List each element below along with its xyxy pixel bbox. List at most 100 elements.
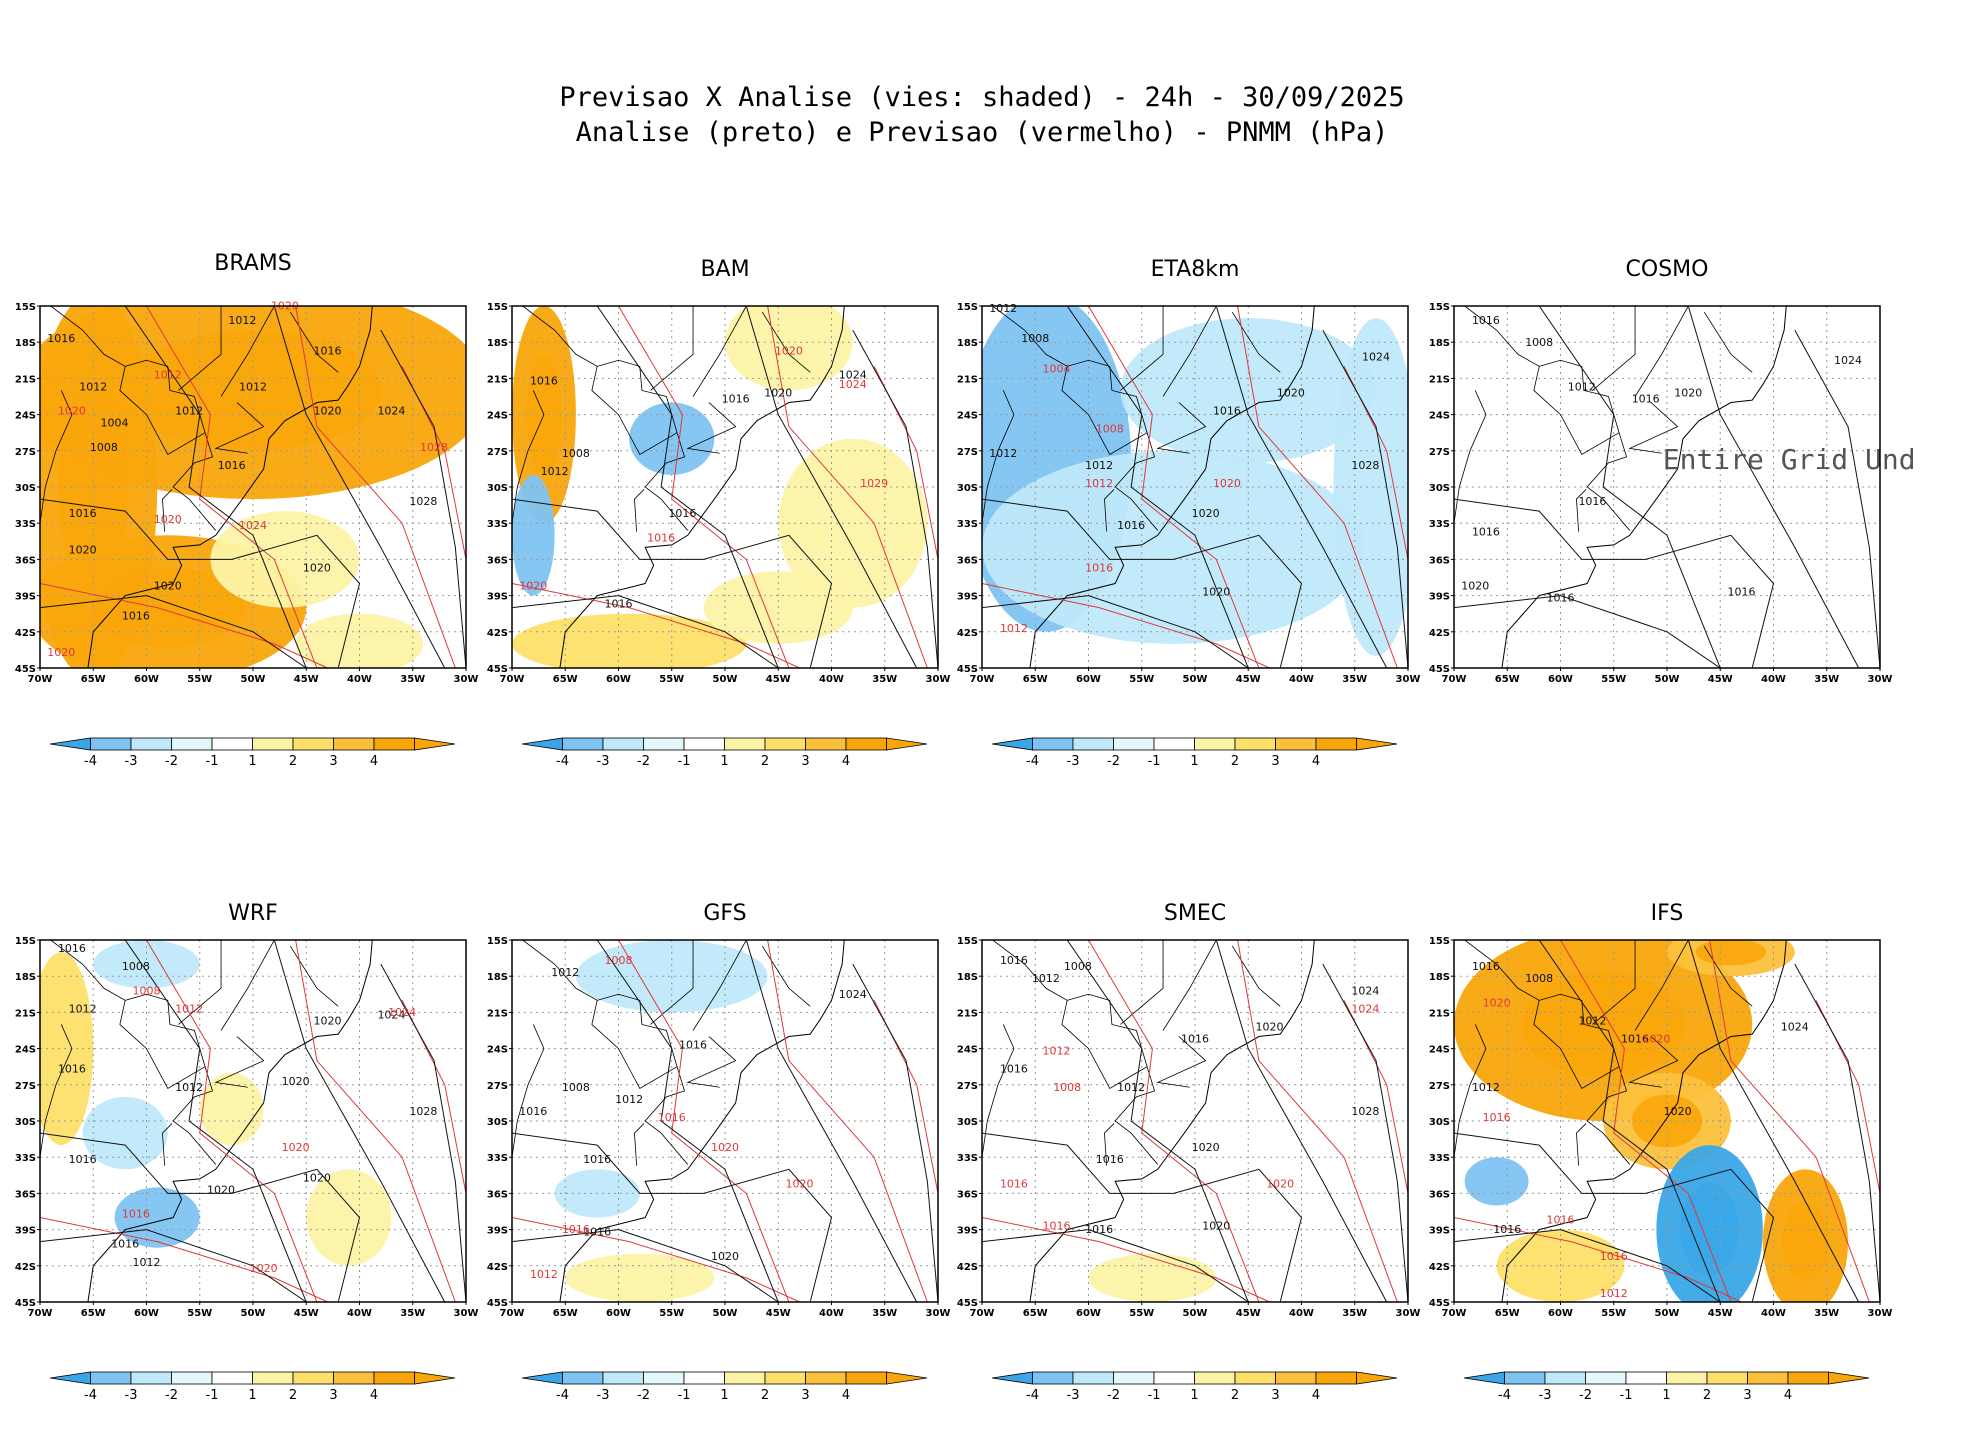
analysis-isobar: [1066, 306, 1249, 668]
country-border: [119, 1000, 206, 1089]
lat-tick-label: 21S: [957, 374, 978, 385]
lon-tick-label: 60W: [134, 674, 159, 685]
forecast-isobar: [1237, 940, 1398, 1302]
isobars: [982, 940, 1408, 1302]
lon-tick-label: 30W: [1868, 1308, 1893, 1319]
colorbar-segment: [373, 1371, 415, 1385]
analysis-contour-label: 1008: [562, 447, 590, 460]
isobars: [982, 306, 1408, 668]
country-border: [1586, 432, 1631, 531]
analysis-contour-label: 1024: [839, 368, 867, 381]
lat-tick-label: 45S: [957, 1298, 978, 1309]
colorbar-segment: [252, 1371, 294, 1385]
country-border: [162, 489, 173, 532]
analysis-isobar: [982, 1132, 1303, 1302]
lon-tick-label: 55W: [1601, 1308, 1626, 1319]
analysis-contour-label: 1012: [133, 1256, 161, 1269]
lon-tick-label: 70W: [970, 1308, 995, 1319]
gridlines: [1454, 306, 1880, 668]
forecast-contour-label: 1008: [133, 984, 161, 997]
country-border: [1454, 390, 1487, 525]
lat-tick-label: 36S: [1429, 555, 1450, 566]
analysis-isobar: [1794, 329, 1880, 668]
forecast-contour-label: 1008: [1053, 1081, 1081, 1094]
forecast-contour-label: 1012: [1000, 622, 1028, 635]
analysis-isobar: [40, 595, 307, 668]
colorbar-label: 4: [842, 754, 850, 769]
bias-region: [114, 1187, 200, 1248]
analysis-isobar: [512, 498, 833, 668]
forecast-isobar: [1560, 940, 1732, 1302]
analysis-contour-label: 1020: [764, 387, 792, 400]
forecast-contour-label: 1024: [839, 378, 867, 391]
analysis-contour-label: 1016: [314, 344, 342, 357]
colorbar-segment: [1666, 1371, 1708, 1385]
country-border: [1592, 306, 1636, 391]
country-border: [1533, 366, 1620, 455]
lon-tick-label: 65W: [553, 1308, 578, 1319]
lat-tick-label: 33S: [487, 519, 508, 530]
colorbar-extend-low: [49, 1371, 91, 1385]
analysis-contour-label: 1020: [1192, 507, 1220, 520]
analysis-contour-label: 1016: [1728, 586, 1756, 599]
analysis-contour-label: 1020: [303, 1171, 331, 1184]
lon-tick-label: 65W: [1495, 674, 1520, 685]
lon-tick-label: 50W: [1183, 674, 1208, 685]
country-border: [1114, 432, 1159, 531]
country-border: [992, 940, 1110, 1001]
analysis-contour-label: 1016: [1472, 525, 1500, 538]
analysis-contour-label: 1020: [69, 543, 97, 556]
lat-tick-label: 24S: [957, 411, 978, 422]
lat-tick-label: 30S: [1429, 1117, 1450, 1128]
panel-wrf: WRF 1016 1008 1012 1016 1012 1020 1020 1024 1028 1…: [15, 901, 479, 1403]
country-border: [1576, 489, 1587, 532]
bias-shading: [982, 306, 1408, 656]
isobars: [1454, 940, 1880, 1302]
country-border: [1162, 940, 1217, 1031]
analysis-contour-label: 1024: [1351, 984, 1379, 997]
forecast-contour-label: 1008: [1096, 423, 1124, 436]
map-outline: [40, 306, 373, 668]
lat-tick-label: 18S: [15, 972, 36, 983]
colorbar-extend-low: [991, 737, 1033, 751]
lon-tick-label: 40W: [819, 674, 844, 685]
forecast-isobar: [1237, 306, 1398, 668]
gridlines: [982, 940, 1408, 1302]
bias-core: [1680, 1183, 1739, 1277]
lon-tick-label: 65W: [1023, 1308, 1048, 1319]
colorbar-segment: [171, 737, 213, 751]
bias-region: [982, 450, 1366, 644]
lat-tick-label: 15S: [487, 936, 508, 947]
analysis-isobar: [982, 1229, 1249, 1302]
forecast-contour-label: 1024: [388, 1006, 416, 1019]
analysis-contour-label: 1016: [1472, 314, 1500, 327]
forecast-contour-label: 1016: [1085, 561, 1113, 574]
country-border: [634, 489, 645, 532]
lat-tick-label: 21S: [15, 374, 36, 385]
country-border: [172, 432, 217, 531]
analysis-isobar: [1538, 306, 1721, 668]
forecast-isobar: [1088, 940, 1260, 1302]
lat-tick-label: 15S: [15, 936, 36, 947]
analysis-contour-label: 1008: [122, 960, 150, 973]
analysis-contour-label: 1016: [111, 1238, 139, 1251]
lat-tick-label: 27S: [487, 447, 508, 458]
analysis-contour-label: 1024: [1362, 350, 1390, 363]
lat-tick-label: 42S: [15, 628, 36, 639]
lat-tick-label: 18S: [1429, 972, 1450, 983]
lat-tick-label: 33S: [15, 519, 36, 530]
panel-title: COSMO: [1626, 257, 1709, 282]
coastline: [982, 940, 1315, 1302]
colorbar-label: -4: [84, 754, 97, 769]
lat-tick-label: 45S: [1429, 664, 1450, 675]
colorbar-segment: [1194, 1371, 1236, 1385]
colorbar-segment: [292, 737, 334, 751]
lon-tick-label: 65W: [1495, 1308, 1520, 1319]
coastline: [982, 306, 1315, 668]
coastline: [512, 306, 845, 668]
country-border: [522, 306, 640, 367]
colorbar-label: 2: [1231, 754, 1239, 769]
analysis-contour-label: 1016: [1632, 393, 1660, 406]
lon-tick-label: 55W: [659, 1308, 684, 1319]
analysis-contour-label: 1028: [409, 495, 437, 508]
